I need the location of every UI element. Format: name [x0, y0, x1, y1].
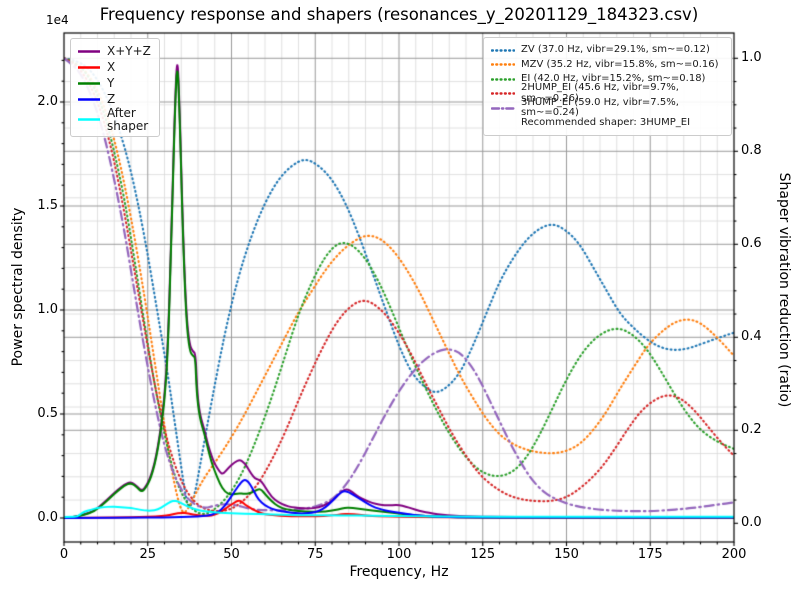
y-right-tick-label: 0.4 [741, 329, 762, 345]
legend-entry-label: ZV (37.0 Hz, vibr=29.1%, sm~=0.12) [521, 44, 710, 55]
legend-entry-label: MZV (35.2 Hz, vibr=15.8%, sm~=0.16) [521, 58, 719, 70]
legend-entry-label: 2HUMP_EI (45.6 Hz, vibr=9.7%, sm~=0.26) [521, 82, 679, 104]
legend-entry: 2HUMP_EI (45.6 Hz, vibr=9.7%, sm~=0.26) [491, 83, 724, 104]
legend-entry: 3HUMP_EI (59.0 Hz, vibr=7.5%, sm~=0.24) [491, 96, 724, 119]
legend-entry: ZV (37.0 Hz, vibr=29.1%, sm~=0.12) [491, 43, 724, 58]
y-axis-label-right: Shaper vibration reduction (ratio) [776, 172, 792, 408]
legend-sample-line [78, 49, 100, 53]
x-tick-label: 125 [470, 547, 496, 562]
axis-offset-label: 1e4 [46, 13, 69, 27]
legend-sample-line [78, 65, 100, 69]
legend-sample-line [491, 107, 515, 110]
legend-sample-line [78, 118, 100, 121]
y-right-tick-label: 1.0 [741, 50, 762, 66]
legend-entry: X+Y+Z [77, 43, 153, 59]
y-left-tick-label: 1.0 [37, 302, 58, 317]
legend-sample-line [491, 78, 515, 81]
y-left-tick-label: 0.5 [37, 406, 58, 421]
legend-entry-label: X [107, 59, 116, 74]
x-tick-label: 100 [386, 547, 412, 562]
legend-entry: After shaper [77, 107, 153, 132]
legend-entry-label: After shaper [107, 106, 149, 133]
legend-entry: X [77, 59, 153, 75]
x-tick-label: 150 [554, 547, 579, 562]
x-tick-label: 200 [721, 547, 747, 562]
legend-sample-line [491, 92, 515, 95]
x-tick-label: 25 [139, 547, 157, 562]
legend-entry-label: X+Y+Z [107, 43, 151, 58]
y-right-tick-label: 0.8 [741, 143, 762, 159]
figure-title: Frequency response and shapers (resonanc… [99, 5, 699, 24]
legend-right: ZV (37.0 Hz, vibr=29.1%, sm~=0.12) MZV (3… [483, 37, 732, 136]
legend-entry-label: Y [107, 75, 115, 90]
legend-entry: MZV (35.2 Hz, vibr=15.8%, sm~=0.16) [491, 58, 724, 73]
y-axis-label-left: Power spectral density [10, 207, 26, 367]
x-tick-label: 50 [223, 547, 240, 562]
x-tick-label: 0 [59, 547, 69, 562]
legend-entry: EI (42.0 Hz, vibr=15.2%, sm~=0.18) [491, 72, 724, 87]
legend-entry: Y [77, 75, 153, 91]
x-tick-label: 175 [637, 547, 663, 562]
y-right-tick-label: 0.0 [741, 515, 762, 531]
legend-sample-line [78, 81, 100, 85]
y-left-tick-label: 2.0 [37, 94, 58, 109]
legend-entry: Z [77, 91, 153, 107]
x-tick-label: 75 [306, 547, 324, 562]
recommended-shaper-text: Recommended shaper: 3HUMP_EI [521, 116, 691, 128]
legend-left: X+Y+Z X Y Z After shaper [70, 38, 160, 138]
legend-sample-line [78, 97, 100, 101]
y-right-tick-label: 0.6 [741, 236, 762, 252]
x-axis-label: Frequency, Hz [349, 564, 449, 580]
legend-entry-label: EI (42.0 Hz, vibr=15.2%, sm~=0.18) [521, 73, 706, 84]
legend-sample-line [491, 63, 515, 66]
legend-entry-label: Z [107, 91, 116, 106]
y-right-tick-label: 0.2 [741, 422, 762, 438]
y-left-tick-label: 0.0 [37, 510, 58, 525]
y-left-tick-label: 1.5 [37, 198, 58, 213]
legend-entry-label: 3HUMP_EI (59.0 Hz, vibr=7.5%, sm~=0.24) [521, 96, 679, 119]
legend-note: Recommended shaper: 3HUMP_EI [491, 116, 724, 131]
legend-sample-line [491, 49, 515, 52]
